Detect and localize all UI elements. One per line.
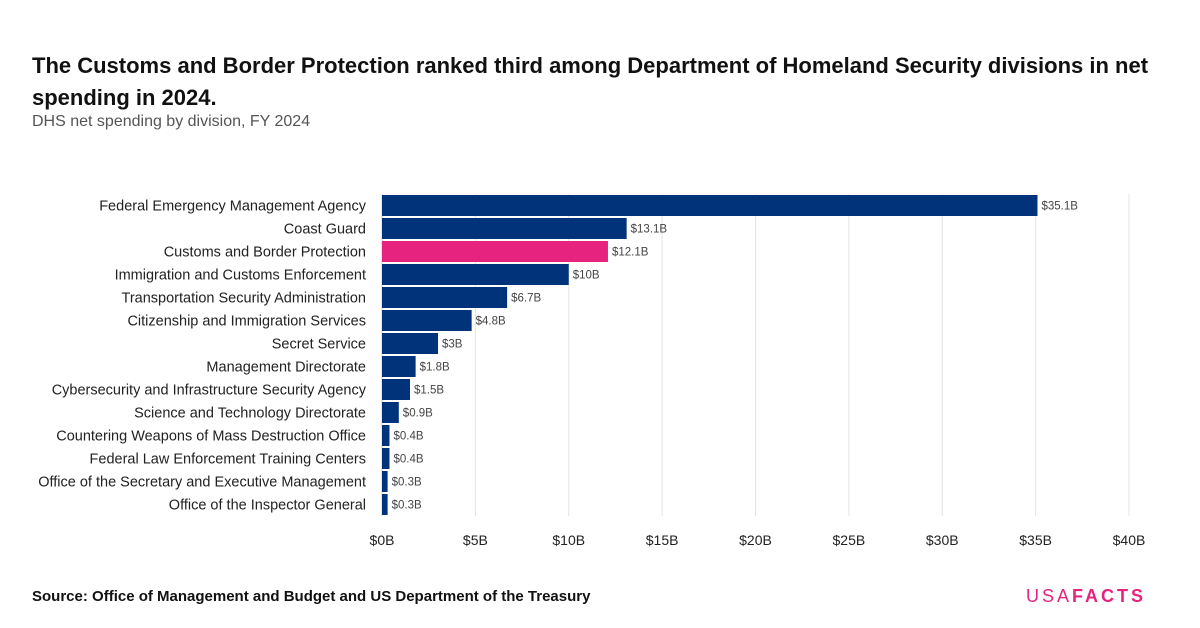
value-label: $0.3B bbox=[392, 477, 422, 489]
value-label: $12.1B bbox=[612, 247, 649, 259]
logo-facts: FACTS bbox=[1072, 586, 1147, 606]
value-label: $10B bbox=[573, 270, 600, 282]
logo-usa: USA bbox=[1026, 586, 1073, 606]
bar bbox=[382, 264, 569, 285]
category-label: Customs and Border Protection bbox=[164, 245, 366, 261]
bar bbox=[382, 310, 472, 331]
value-label: $4.8B bbox=[476, 316, 506, 328]
bar bbox=[382, 494, 388, 515]
value-labels: $35.1B $13.1B $12.1B $10B $6.7B $4.8B $3B $1.8B… bbox=[392, 201, 1079, 512]
bar bbox=[382, 356, 416, 377]
category-label: Federal Emergency Management Agency bbox=[99, 199, 367, 215]
value-label: $1.5B bbox=[414, 385, 444, 397]
bar bbox=[382, 471, 388, 492]
value-label: $13.1B bbox=[631, 224, 668, 236]
bar bbox=[382, 195, 1038, 216]
category-label: Coast Guard bbox=[284, 222, 366, 238]
value-label: $3B bbox=[442, 339, 463, 351]
x-tick-label: $0B bbox=[370, 532, 395, 548]
value-label: $0.3B bbox=[392, 500, 422, 512]
bar bbox=[382, 333, 439, 354]
value-label: $6.7B bbox=[511, 293, 541, 305]
category-label: Citizenship and Immigration Services bbox=[127, 314, 366, 330]
category-label: Secret Service bbox=[272, 337, 366, 353]
category-label: Management Directorate bbox=[206, 360, 366, 376]
usafacts-logo: USAFACTS bbox=[1026, 586, 1146, 607]
source-label: Source: bbox=[32, 588, 88, 605]
value-label: $0.4B bbox=[393, 454, 423, 466]
bar bbox=[382, 448, 390, 469]
x-tick-label: $25B bbox=[833, 532, 866, 548]
value-label: $1.8B bbox=[420, 362, 450, 374]
x-tick-label: $35B bbox=[1019, 532, 1052, 548]
value-label: $35.1B bbox=[1041, 201, 1078, 213]
bar bbox=[382, 379, 411, 400]
category-label: Immigration and Customs Enforcement bbox=[115, 268, 366, 284]
value-label: $0.9B bbox=[403, 408, 433, 420]
value-label: $0.4B bbox=[393, 431, 423, 443]
x-tick-label: $15B bbox=[646, 532, 679, 548]
chart-subtitle: DHS net spending by division, FY 2024 bbox=[32, 113, 311, 130]
source-text: Office of Management and Budget and US D… bbox=[92, 588, 591, 605]
x-axis-ticks: $0B $5B $10B $15B $20B $25B $30B $35B $40B bbox=[370, 532, 1146, 548]
bar bbox=[382, 218, 627, 239]
x-tick-label: $40B bbox=[1113, 532, 1146, 548]
bar bbox=[382, 287, 508, 308]
category-label: Science and Technology Directorate bbox=[134, 406, 366, 422]
x-tick-label: $20B bbox=[739, 532, 772, 548]
x-tick-label: $30B bbox=[926, 532, 959, 548]
bar bbox=[382, 402, 399, 423]
category-label: Transportation Security Administration bbox=[122, 291, 366, 307]
bars bbox=[382, 195, 1038, 515]
bar bbox=[382, 241, 608, 262]
category-label: Cybersecurity and Infrastructure Securit… bbox=[52, 383, 367, 399]
category-labels: Federal Emergency Management Agency Coast… bbox=[38, 199, 367, 514]
category-label: Office of the Secretary and Executive Ma… bbox=[38, 475, 366, 491]
category-label: Office of the Inspector General bbox=[169, 498, 366, 514]
category-label: Countering Weapons of Mass Destruction O… bbox=[56, 429, 366, 445]
chart-title: The Customs and Border Protection ranked… bbox=[32, 53, 1149, 110]
x-tick-label: $10B bbox=[552, 532, 585, 548]
category-label: Federal Law Enforcement Training Centers bbox=[90, 452, 366, 468]
source-note: Source: Office of Management and Budget … bbox=[32, 588, 590, 605]
x-tick-label: $5B bbox=[463, 532, 488, 548]
bar bbox=[382, 425, 390, 446]
